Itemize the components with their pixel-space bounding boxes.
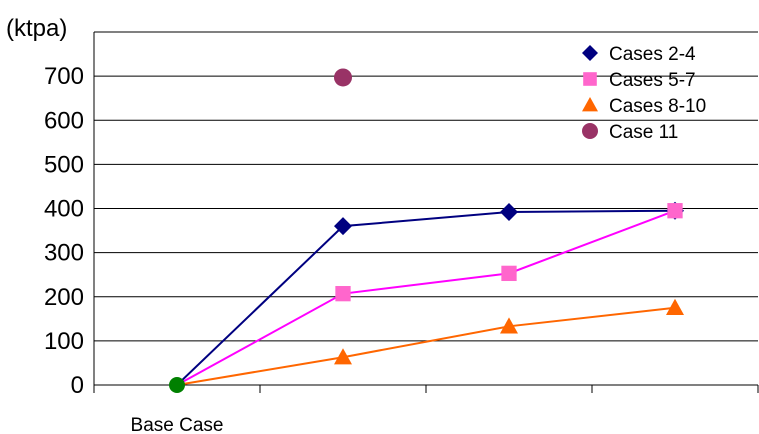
legend-item: Case 11 <box>582 122 678 143</box>
y-tick-label: 700 <box>44 63 84 90</box>
data-point <box>334 68 352 87</box>
y-tick-label: 400 <box>44 196 84 223</box>
series <box>169 68 684 393</box>
data-point <box>500 317 518 334</box>
y-axis-label: (ktpa) <box>6 15 67 42</box>
y-tick-label: 200 <box>44 284 84 311</box>
legend-label: Cases 2-4 <box>609 44 696 65</box>
legend-marker <box>582 97 598 112</box>
x-tick-labels: Base Case <box>131 415 224 434</box>
series-line <box>176 209 676 386</box>
gridlines <box>94 31 758 386</box>
data-point <box>335 286 351 302</box>
data-point <box>667 203 683 219</box>
base-case-point <box>169 377 185 393</box>
legend-marker <box>583 72 597 86</box>
legend-item: Cases 8-10 <box>582 96 706 117</box>
legend: Cases 2-4 Cases 5-7 Cases 8-10 Case 11 <box>582 44 706 143</box>
y-tick-label: 600 <box>44 107 84 134</box>
legend-marker <box>582 45 598 61</box>
data-point <box>334 348 352 365</box>
y-tick-labels: 0 100 200 300 400 500 600 700 <box>44 63 84 399</box>
axes <box>93 32 759 393</box>
legend-label: Cases 5-7 <box>609 70 696 91</box>
legend-label: Cases 8-10 <box>609 96 706 117</box>
data-point <box>500 203 518 222</box>
data-point <box>334 217 352 236</box>
legend-marker <box>582 123 598 139</box>
series-case-11 <box>334 68 352 87</box>
data-point <box>666 298 684 315</box>
legend-label: Case 11 <box>609 122 678 143</box>
data-point <box>501 265 517 282</box>
y-tick-label: 300 <box>44 240 84 267</box>
series-cases-8-10 <box>176 298 684 386</box>
series-cases-5-7 <box>176 203 683 386</box>
legend-item: Cases 2-4 <box>582 44 696 65</box>
series-line <box>176 306 676 386</box>
y-tick-label: 500 <box>44 151 84 178</box>
series-line <box>176 209 676 386</box>
series-cases-2-4 <box>176 201 684 386</box>
y-tick-label: 100 <box>44 328 84 355</box>
y-tick-label: 0 <box>71 372 84 399</box>
legend-item: Cases 5-7 <box>583 70 696 91</box>
x-tick-label: Base Case <box>131 415 224 434</box>
